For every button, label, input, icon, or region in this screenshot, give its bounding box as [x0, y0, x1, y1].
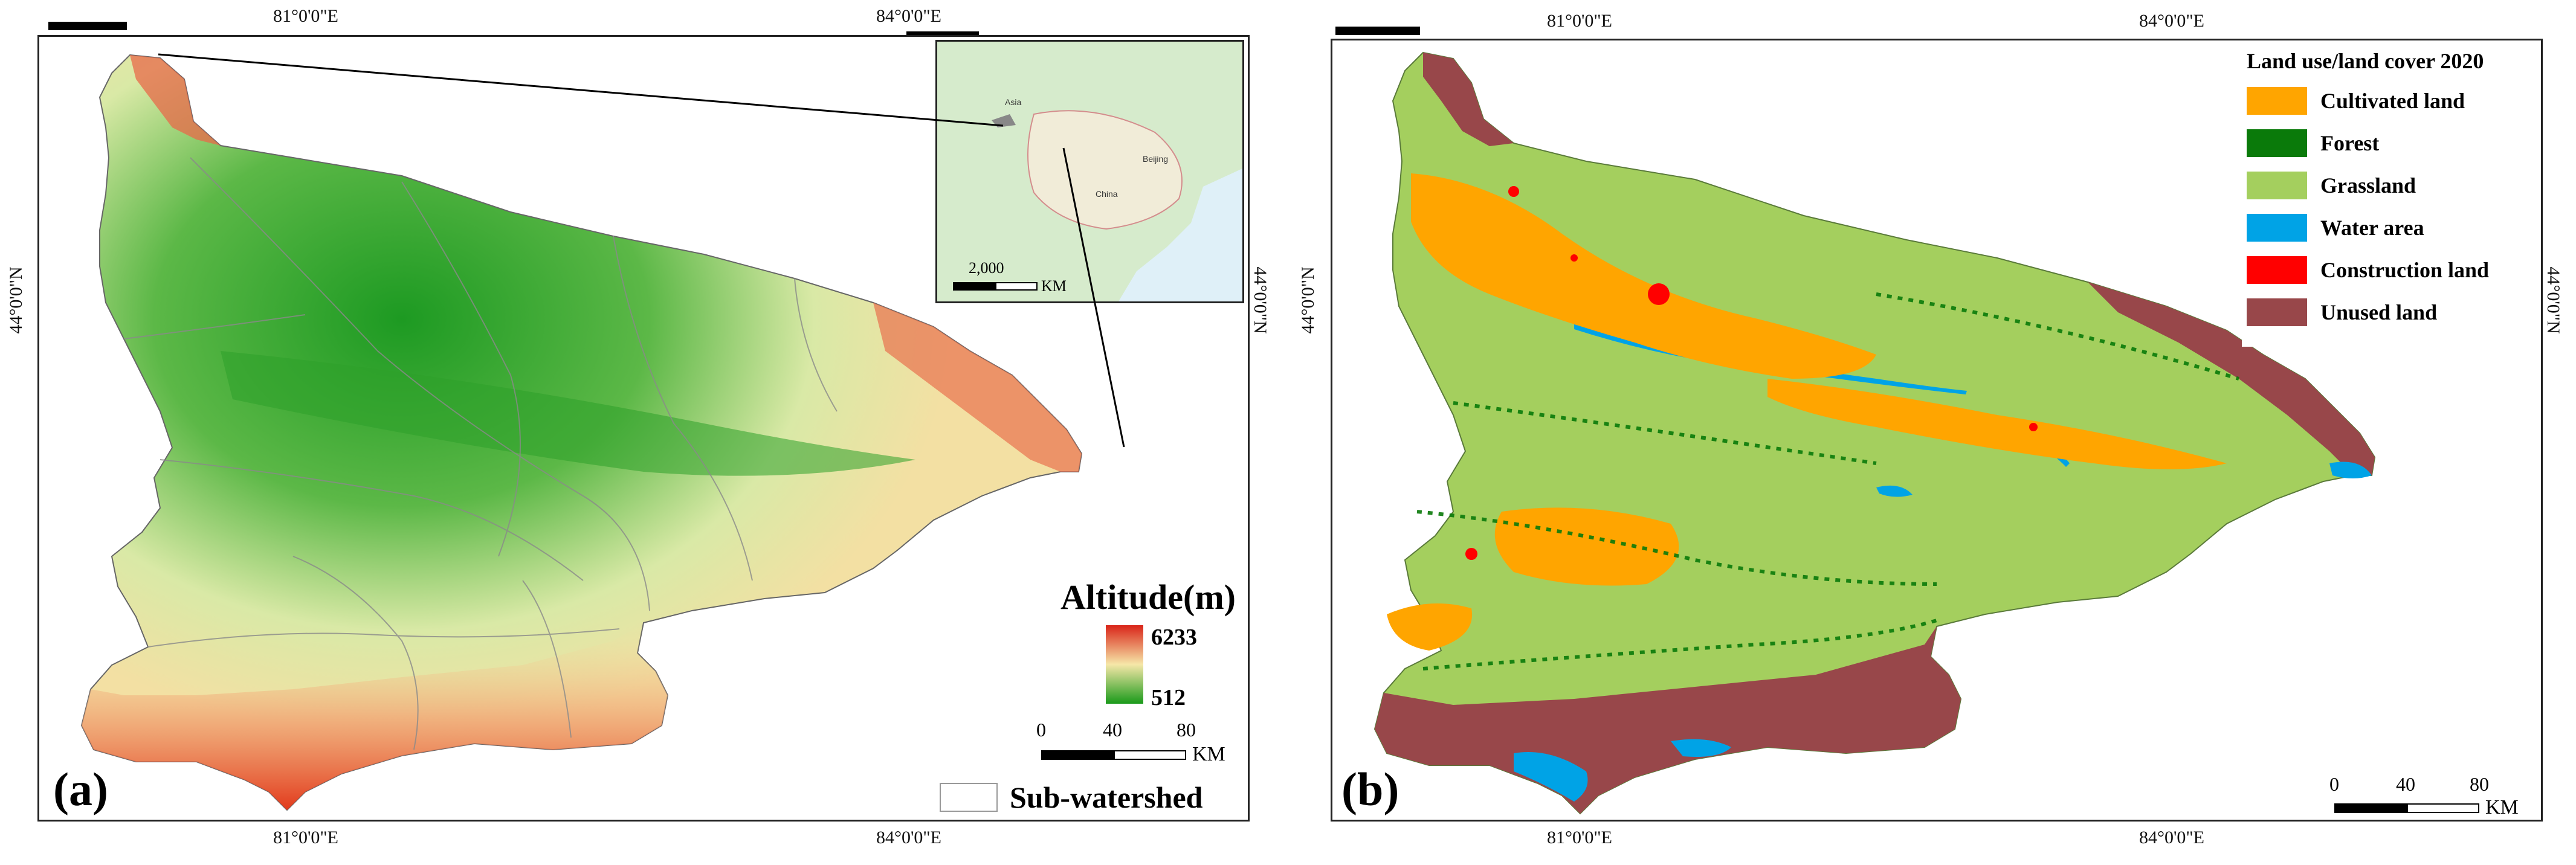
scale-bar-a: 0 40 80 KM	[1036, 719, 1254, 767]
inset-leader-lines	[158, 53, 1125, 448]
south-ridge	[82, 623, 668, 810]
unused-label: Unused land	[2320, 300, 2438, 324]
inset-svg	[937, 42, 1242, 301]
right-lat-label: 44°0'0"N	[2543, 266, 2563, 334]
subwatershed-legend: Sub-watershed	[940, 779, 1242, 815]
grassland-swatch	[2247, 172, 2307, 199]
inset-scale-bar	[953, 282, 995, 291]
construction-swatch	[2247, 256, 2307, 284]
forest-swatch	[2247, 129, 2307, 157]
altitude-gradient	[1106, 625, 1143, 704]
lulc-unused-north	[1423, 53, 1514, 146]
scale-b-black	[2334, 803, 2407, 813]
scale-b-unit: KM	[2485, 796, 2519, 818]
scale-b-40: 40	[2396, 773, 2415, 795]
inset-study-area-marker	[992, 114, 1016, 127]
cultivated-swatch	[2247, 87, 2307, 115]
scale-a-black	[1041, 750, 1114, 760]
scale-b-white	[2407, 803, 2479, 813]
map-a-corner-bar-right	[906, 31, 979, 37]
lulc-legend-title: Land use/land cover 2020	[2247, 49, 2484, 73]
east-ridge	[873, 303, 1082, 472]
lulc-legend: Land use/land cover 2020 Cultivated land…	[2242, 45, 2538, 347]
panel-b: 81°0'0"E 84°0'0"E	[1281, 0, 2563, 865]
left-lat-label: 44°0'0"N	[6, 266, 26, 334]
lulc-forest	[1416, 292, 2239, 670]
subwatershed-lines	[123, 157, 838, 750]
map-a-svg	[80, 54, 1083, 811]
inset-scale-bar-2	[995, 282, 1038, 291]
legend-item-unused: Unused land	[2247, 298, 2437, 326]
altitude-legend: Altitude(m) 6233 512	[1060, 577, 1248, 722]
lulc-cultivated	[1387, 173, 2227, 651]
scale-a-unit: KM	[1192, 743, 1225, 765]
altitude-legend-title: Altitude(m)	[1060, 577, 1236, 617]
inset-scale-value: 2,000	[969, 259, 1004, 277]
altitude-min: 512	[1151, 685, 1186, 710]
map-b-corner-bar	[1335, 27, 1420, 35]
top-lon-label-2: 84°0'0"E	[2139, 11, 2204, 31]
scale-b-80: 80	[2470, 773, 2489, 795]
water-label: Water area	[2320, 216, 2424, 240]
grassland-label: Grassland	[2320, 173, 2416, 198]
map-b-svg	[1374, 51, 2376, 815]
legend-item-water: Water area	[2247, 214, 2424, 242]
legend-item-grassland: Grassland	[2247, 172, 2416, 199]
top-lon-label-2: 84°0'0"E	[876, 6, 941, 26]
bottom-lon-label-1: 81°0'0"E	[273, 828, 338, 847]
lulc-unused-east	[2088, 282, 2375, 475]
bottom-lon-label-1: 81°0'0"E	[1547, 828, 1612, 847]
cultivated-label: Cultivated land	[2320, 89, 2465, 113]
construction-label: Construction land	[2320, 258, 2490, 282]
inset-map: Asia China Beijing 2,000 KM	[935, 40, 1244, 303]
forest-label: Forest	[2320, 131, 2380, 155]
legend-item-forest: Forest	[2247, 129, 2379, 157]
subwatershed-swatch	[940, 783, 998, 812]
scale-a-80: 80	[1177, 719, 1196, 741]
legend-item-cultivated: Cultivated land	[2247, 87, 2465, 115]
left-lat-label: 44°0'0"N	[1298, 266, 1318, 334]
altitude-max: 6233	[1151, 625, 1197, 650]
scale-bar-b: 0 40 80 KM	[2329, 773, 2547, 822]
inset-scale-unit: KM	[1041, 277, 1067, 295]
top-lon-label-1: 81°0'0"E	[1547, 11, 1612, 31]
scale-a-white	[1114, 750, 1186, 760]
north-ridge	[130, 55, 221, 146]
scale-a-40: 40	[1103, 719, 1122, 741]
scale-b-0: 0	[2329, 773, 2339, 795]
scale-a-0: 0	[1036, 719, 1046, 741]
inset-label-china: China	[1096, 189, 1118, 199]
map-a-corner-bar	[48, 22, 127, 30]
legend-item-construction: Construction land	[2247, 256, 2489, 284]
panel-a: 81°0'0"E 84°0'0"E	[0, 0, 1270, 865]
bottom-lon-label-2: 84°0'0"E	[876, 828, 941, 847]
water-swatch	[2247, 214, 2307, 242]
subwatershed-label: Sub-watershed	[1010, 780, 1203, 814]
top-lon-label-1: 81°0'0"E	[273, 6, 338, 26]
right-lat-label: 44°0'0"N	[1250, 266, 1270, 334]
inset-label-asia: Asia	[1005, 97, 1022, 107]
panel-a-label: (a)	[53, 763, 108, 815]
unused-swatch	[2247, 298, 2307, 326]
central-valley	[221, 351, 915, 476]
bottom-lon-label-2: 84°0'0"E	[2139, 828, 2204, 847]
inset-label-beijing: Beijing	[1143, 154, 1169, 164]
lulc-construction	[1465, 186, 2038, 560]
panel-b-label: (b)	[1341, 763, 1399, 815]
